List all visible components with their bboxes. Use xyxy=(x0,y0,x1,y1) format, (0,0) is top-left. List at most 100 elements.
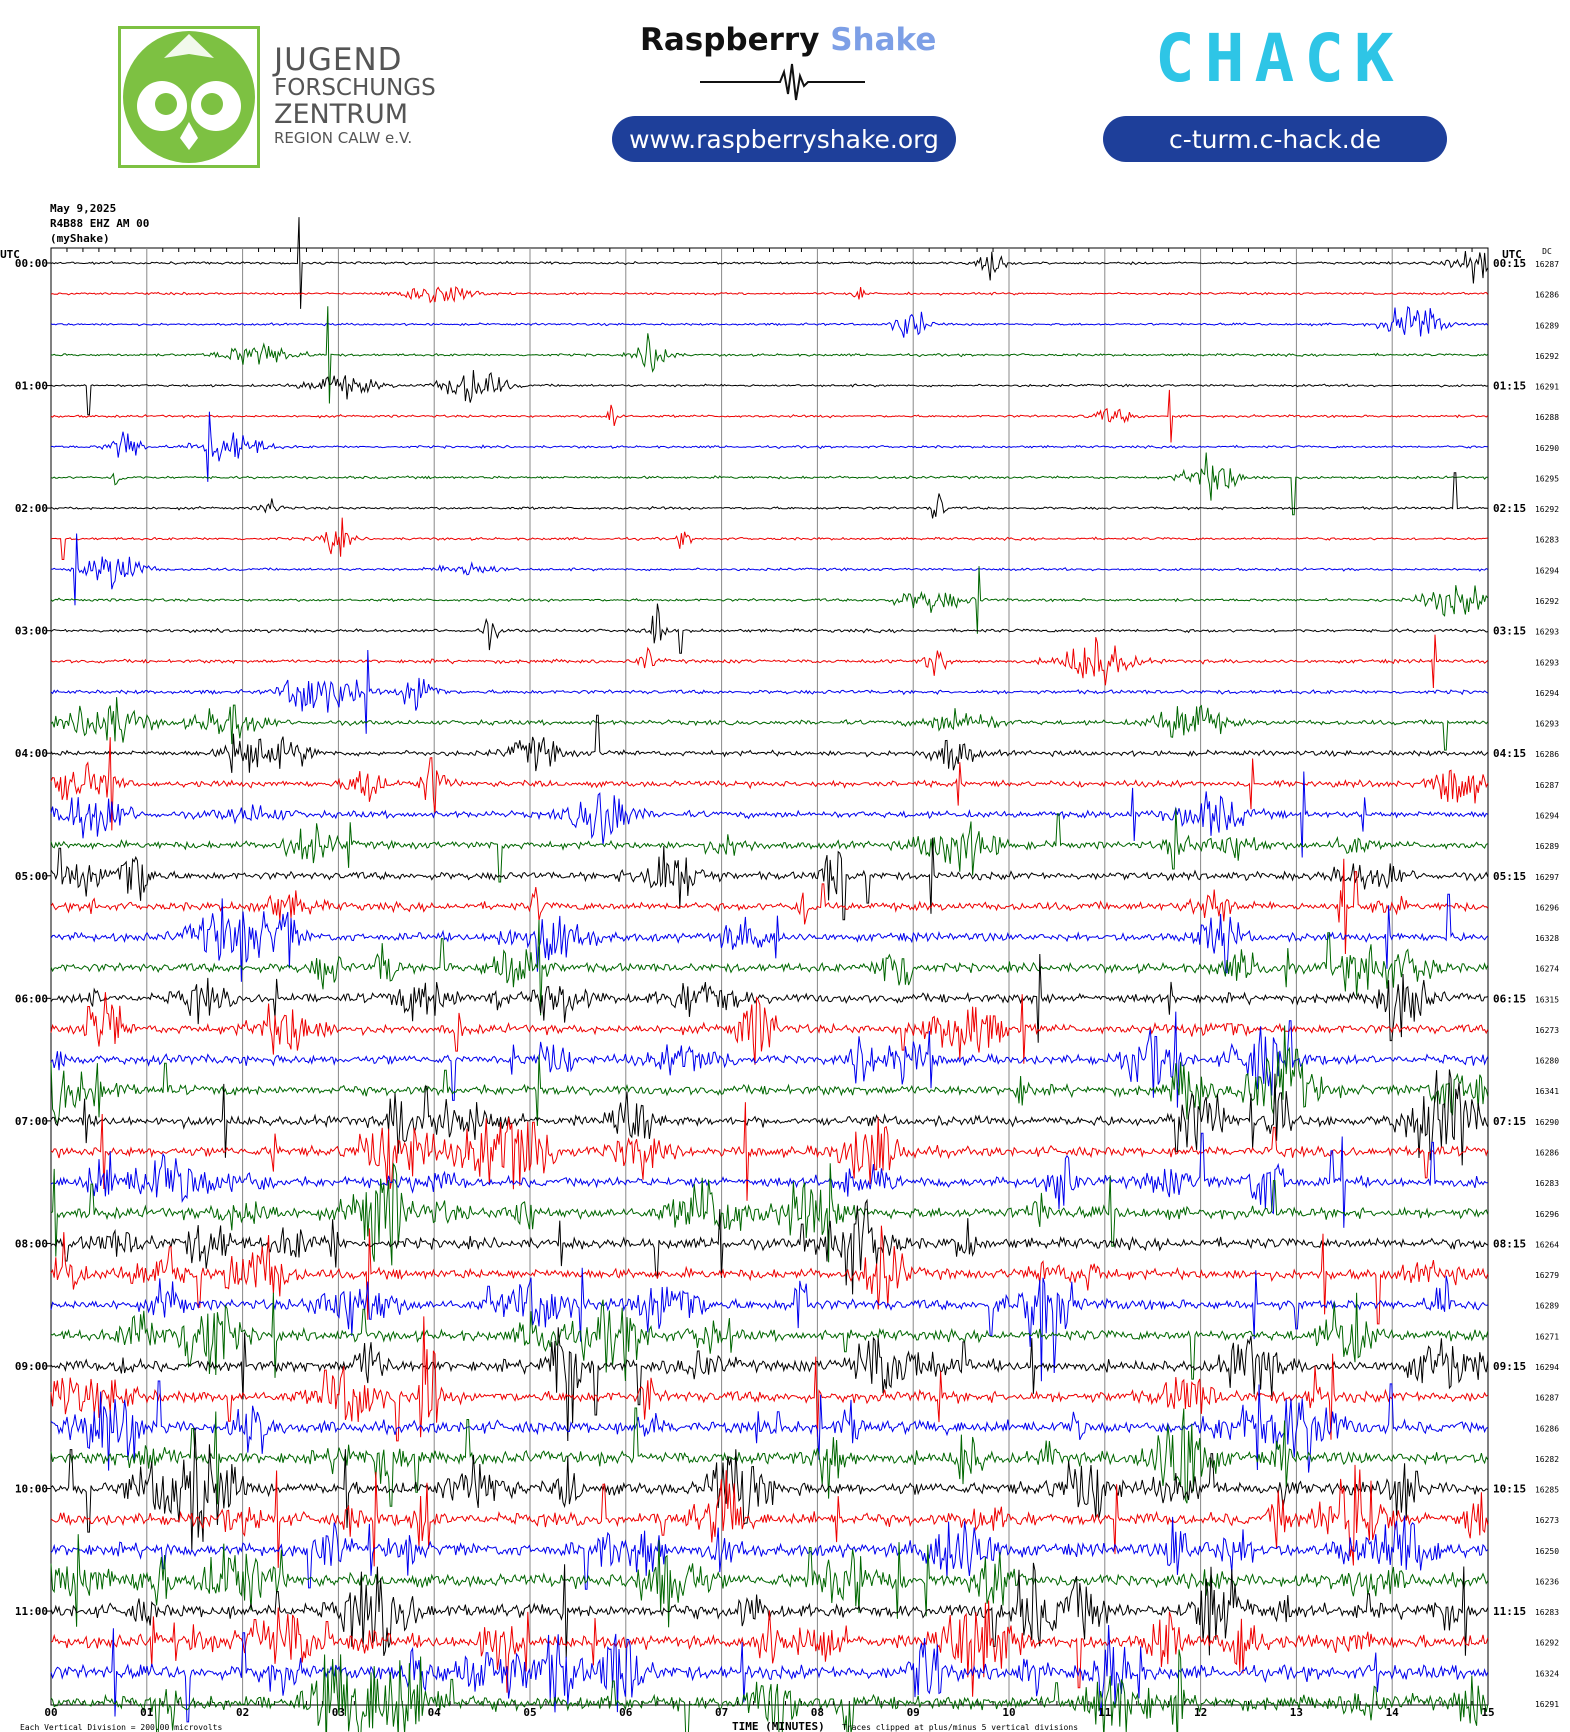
dc-value-label: 16315 xyxy=(1535,995,1559,1004)
plot-date: May 9,2025 xyxy=(50,202,117,215)
right-hour-label: 04:15 xyxy=(1493,747,1526,760)
dc-value-label: 16274 xyxy=(1535,965,1559,974)
trace-line xyxy=(50,452,1488,516)
dc-value-label: 16294 xyxy=(1535,566,1559,575)
jfz-line4: REGION CALW e.V. xyxy=(274,129,413,147)
x-tick-label: 15 xyxy=(1481,1706,1494,1719)
left-hour-label: 00:00 xyxy=(15,257,48,270)
trace-line xyxy=(50,953,1488,1043)
trace-line xyxy=(50,472,1488,519)
right-hour-label: 00:15 xyxy=(1493,257,1526,270)
trace-line xyxy=(50,369,1488,416)
dc-value-label: 16290 xyxy=(1535,444,1559,453)
dc-value-label: 16293 xyxy=(1535,720,1559,729)
dc-value-label: 16294 xyxy=(1535,1363,1559,1372)
shake-word: Shake xyxy=(830,22,937,58)
left-hour-label: 08:00 xyxy=(15,1237,48,1250)
trace-line xyxy=(50,1225,1489,1325)
x-tick-label: 03 xyxy=(332,1706,345,1719)
trace-line xyxy=(50,1025,1489,1126)
left-hour-label: 06:00 xyxy=(15,992,48,1005)
trace-line xyxy=(50,837,1489,921)
dc-value-label: 16288 xyxy=(1535,413,1559,422)
dc-value-label: 16286 xyxy=(1535,291,1559,300)
dc-value-label: 16250 xyxy=(1535,1547,1559,1556)
x-tick-label: 14 xyxy=(1386,1706,1400,1719)
trace-line xyxy=(50,808,1489,883)
jfz-owl-logo xyxy=(118,26,260,168)
trace-line xyxy=(50,714,1489,773)
right-hour-label: 05:15 xyxy=(1493,870,1526,883)
trace-line xyxy=(50,1162,1489,1266)
trace-line xyxy=(50,697,1489,751)
dc-title: DC xyxy=(1542,247,1552,256)
raspberryshake-url-button[interactable]: www.raspberryshake.org xyxy=(612,116,956,162)
jfz-line2: FORSCHUNGS xyxy=(274,75,436,101)
dc-value-label: 16273 xyxy=(1535,1516,1559,1525)
trace-line xyxy=(50,1011,1489,1108)
dc-value-label: 16293 xyxy=(1535,658,1559,667)
trace-line xyxy=(50,411,1488,482)
trace-line xyxy=(50,286,1489,304)
trace-line xyxy=(50,389,1489,443)
trace-line xyxy=(50,1562,1489,1658)
dc-value-label: 16292 xyxy=(1535,352,1559,361)
right-axis-title: UTC xyxy=(1502,248,1522,261)
footer-scale-note: Each Vertical Division = 200.00 microvol… xyxy=(20,1723,222,1732)
trace-line xyxy=(50,919,1489,1016)
seismo-wave-icon xyxy=(700,63,865,101)
trace-line xyxy=(50,1649,1489,1732)
left-hour-label: 07:00 xyxy=(15,1115,48,1128)
trace-line xyxy=(50,1534,1489,1628)
dc-value-label: 16285 xyxy=(1535,1486,1559,1495)
x-tick-label: 02 xyxy=(236,1706,249,1719)
trace-line xyxy=(50,306,1489,404)
dc-value-label: 16294 xyxy=(1535,689,1559,698)
right-hour-label: 07:15 xyxy=(1493,1115,1526,1128)
trace-line xyxy=(50,517,1488,560)
left-axis-title: UTC xyxy=(0,248,20,261)
trace-line xyxy=(50,306,1489,338)
trace-line xyxy=(50,1600,1489,1697)
trace-line xyxy=(50,634,1489,689)
dc-value-label: 16292 xyxy=(1535,597,1559,606)
dc-value-label: 16280 xyxy=(1535,1057,1559,1066)
jfz-line1: JUGEND xyxy=(274,42,403,78)
header: JUGEND FORSCHUNGS ZENTRUM REGION CALW e.… xyxy=(0,0,1570,175)
left-hour-label: 05:00 xyxy=(15,870,48,883)
left-hour-label: 11:00 xyxy=(15,1605,48,1618)
chack-url-button[interactable]: c-turm.c-hack.de xyxy=(1103,116,1447,162)
dc-value-label: 16287 xyxy=(1535,260,1559,269)
trace-line xyxy=(50,1407,1489,1507)
trace-line xyxy=(50,1316,1489,1442)
trace-line xyxy=(50,1327,1489,1442)
left-hour-label: 04:00 xyxy=(15,747,48,760)
right-hour-label: 06:15 xyxy=(1493,992,1526,1005)
right-hour-label: 10:15 xyxy=(1493,1483,1526,1496)
grid-layer xyxy=(46,247,1489,1706)
trace-line xyxy=(50,1624,1489,1723)
raspberry-word: Raspberry xyxy=(640,22,820,58)
x-tick-label: 10 xyxy=(1002,1706,1015,1719)
dc-value-label: 16282 xyxy=(1535,1455,1559,1464)
label-layer: 00 01 02 03 04 05 06 07 08 09 10 11 12 13 14 15 UTC UTC DC… xyxy=(0,247,1559,1732)
x-tick-label: 13 xyxy=(1290,1706,1303,1719)
trace-line xyxy=(50,737,1489,831)
trace-line xyxy=(50,992,1489,1065)
dc-value-label: 16292 xyxy=(1535,1639,1559,1648)
trace-layer xyxy=(50,217,1489,1732)
right-hour-label: 09:15 xyxy=(1493,1360,1526,1373)
dc-value-label: 16289 xyxy=(1535,1302,1559,1311)
left-hour-label: 02:00 xyxy=(15,502,48,515)
dc-value-label: 16283 xyxy=(1535,1179,1559,1188)
chack-logo: CHACK xyxy=(1155,20,1404,97)
dc-value-label: 16264 xyxy=(1535,1240,1559,1249)
jfz-line3: ZENTRUM xyxy=(274,99,409,130)
dc-value-label: 16279 xyxy=(1535,1271,1559,1280)
dc-value-label: 16293 xyxy=(1535,628,1559,637)
left-hour-label: 01:00 xyxy=(15,380,48,393)
dc-value-label: 16236 xyxy=(1535,1577,1559,1586)
dc-value-label: 16289 xyxy=(1535,321,1559,330)
trace-line xyxy=(50,1427,1488,1551)
